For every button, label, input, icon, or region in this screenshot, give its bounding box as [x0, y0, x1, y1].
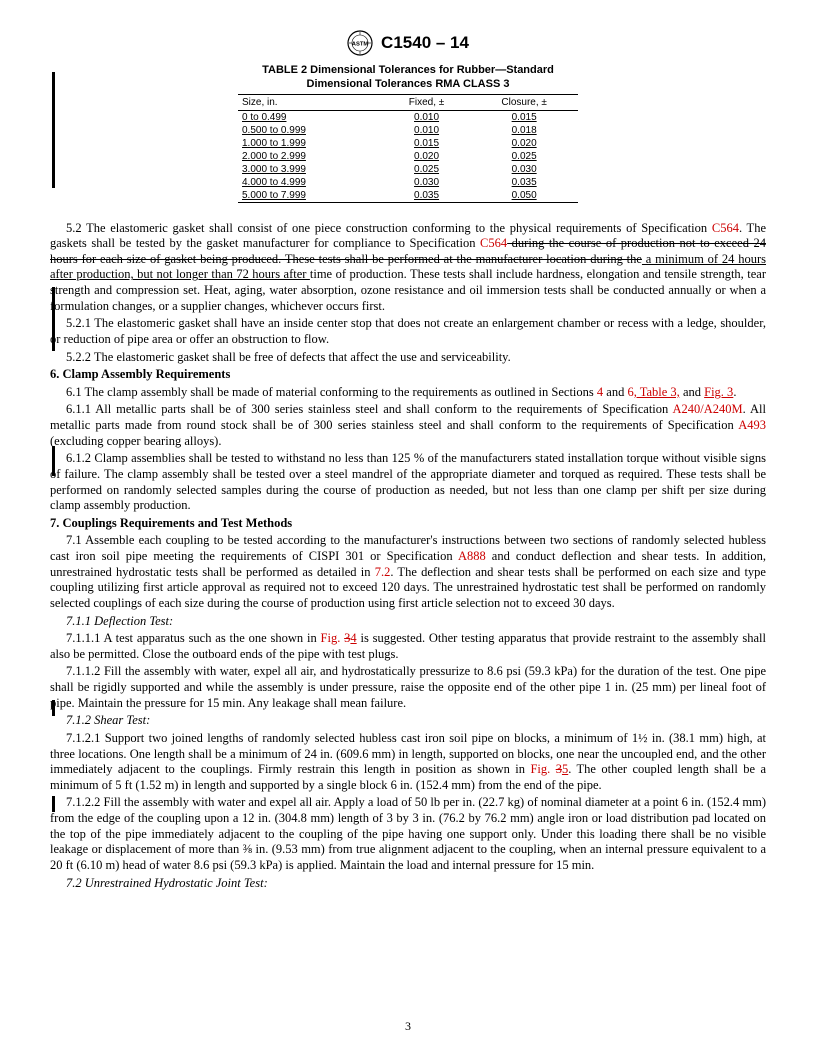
revision-bar — [52, 72, 55, 188]
col-header: Closure, ± — [470, 94, 578, 110]
para-7-1-1-2: 7.1.1.2 Fill the assembly with water, ex… — [50, 664, 766, 711]
para-7-1-2-1: 7.1.2.1 Support two joined lengths of ra… — [50, 731, 766, 794]
tolerance-table: Size, in. Fixed, ± Closure, ± 0 to 0.499… — [238, 94, 578, 203]
ref-7-2: 7.2 — [375, 565, 391, 579]
ref-c564: C564 — [480, 236, 507, 250]
revision-bar — [52, 446, 55, 476]
col-header: Size, in. — [238, 94, 383, 110]
para-5-2: 5.2 The elastomeric gasket shall consist… — [50, 221, 766, 315]
para-7-1-2-2: 7.1.2.2 Fill the assembly with water and… — [50, 795, 766, 873]
ref-fig-prefix: Fig. — [321, 631, 345, 645]
table-row: 0.500 to 0.9990.0100.018 — [238, 124, 578, 137]
cell-size: 4.000 to 4.999 — [238, 176, 383, 189]
ref-a493: A493 — [738, 418, 766, 432]
svg-text:ASTM: ASTM — [352, 42, 369, 48]
cell-size: 0 to 0.499 — [238, 110, 383, 124]
para-7-1: 7.1 Assemble each coupling to be tested … — [50, 533, 766, 611]
table-title-line1: TABLE 2 Dimensional Tolerances for Rubbe… — [262, 64, 554, 76]
ref-fig-3-inserted: Fig. 3 — [704, 385, 733, 399]
revision-bar — [52, 287, 55, 351]
cell-fixed: 0.035 — [383, 189, 471, 203]
revision-bar — [52, 796, 55, 812]
table-row: 0 to 0.4990.0100.015 — [238, 110, 578, 124]
cell-size: 3.000 to 3.999 — [238, 163, 383, 176]
cell-closure: 0.015 — [470, 110, 578, 124]
ref-a240: A240/A240M — [673, 402, 743, 416]
para-5-2-2: 5.2.2 The elastomeric gasket shall be fr… — [50, 350, 766, 366]
cell-closure: 0.030 — [470, 163, 578, 176]
table-title: TABLE 2 Dimensional Tolerances for Rubbe… — [238, 64, 578, 92]
table-row: 5.000 to 7.9990.0350.050 — [238, 189, 578, 203]
para-6-1-2: 6.1.2 Clamp assemblies shall be tested t… — [50, 451, 766, 514]
cell-size: 0.500 to 0.999 — [238, 124, 383, 137]
para-7-2: 7.2 Unrestrained Hydrostatic Joint Test: — [50, 876, 766, 892]
para-7-1-1-1: 7.1.1.1 A test apparatus such as the one… — [50, 631, 766, 662]
table-2: TABLE 2 Dimensional Tolerances for Rubbe… — [238, 64, 578, 203]
section-7-heading: 7. Couplings Requirements and Test Metho… — [50, 516, 766, 532]
col-header: Fixed, ± — [383, 94, 471, 110]
cell-fixed: 0.025 — [383, 163, 471, 176]
cell-closure: 0.018 — [470, 124, 578, 137]
ref-c564: C564 — [712, 221, 739, 235]
page-header: ASTM C1540 – 14 — [50, 30, 766, 56]
ref-table-3-inserted: , Table 3, — [634, 385, 680, 399]
table-row: 3.000 to 3.9990.0250.030 — [238, 163, 578, 176]
table-row: 2.000 to 2.9990.0200.025 — [238, 150, 578, 163]
revision-bar — [52, 700, 55, 716]
section-6-heading: 6. Clamp Assembly Requirements — [50, 367, 766, 383]
cell-size: 2.000 to 2.999 — [238, 150, 383, 163]
cell-fixed: 0.010 — [383, 110, 471, 124]
cell-fixed: 0.020 — [383, 150, 471, 163]
standard-designation: C1540 – 14 — [381, 33, 469, 53]
ref-fig-prefix: Fig. — [530, 762, 555, 776]
para-7-1-2: 7.1.2 Shear Test: — [50, 713, 766, 729]
cell-closure: 0.035 — [470, 176, 578, 189]
para-6-1: 6.1 The clamp assembly shall be made of … — [50, 385, 766, 401]
page: ASTM C1540 – 14 TABLE 2 Dimensional Tole… — [0, 0, 816, 1056]
para-7-1-1: 7.1.1 Deflection Test: — [50, 614, 766, 630]
cell-size: 5.000 to 7.999 — [238, 189, 383, 203]
table-row: 4.000 to 4.9990.0300.035 — [238, 176, 578, 189]
para-5-2-1: 5.2.1 The elastomeric gasket shall have … — [50, 316, 766, 347]
cell-fixed: 0.015 — [383, 137, 471, 150]
table-title-line2: Dimensional Tolerances RMA CLASS 3 — [307, 78, 510, 90]
body-text: 5.2 The elastomeric gasket shall consist… — [50, 221, 766, 892]
cell-closure: 0.050 — [470, 189, 578, 203]
cell-fixed: 0.030 — [383, 176, 471, 189]
ref-a888: A888 — [458, 549, 486, 563]
para-6-1-1: 6.1.1 All metallic parts shall be of 300… — [50, 402, 766, 449]
astm-logo-icon: ASTM — [347, 30, 373, 56]
cell-size: 1.000 to 1.999 — [238, 137, 383, 150]
cell-closure: 0.020 — [470, 137, 578, 150]
cell-fixed: 0.010 — [383, 124, 471, 137]
cell-closure: 0.025 — [470, 150, 578, 163]
table-row: 1.000 to 1.9990.0150.020 — [238, 137, 578, 150]
page-number: 3 — [50, 1019, 766, 1034]
